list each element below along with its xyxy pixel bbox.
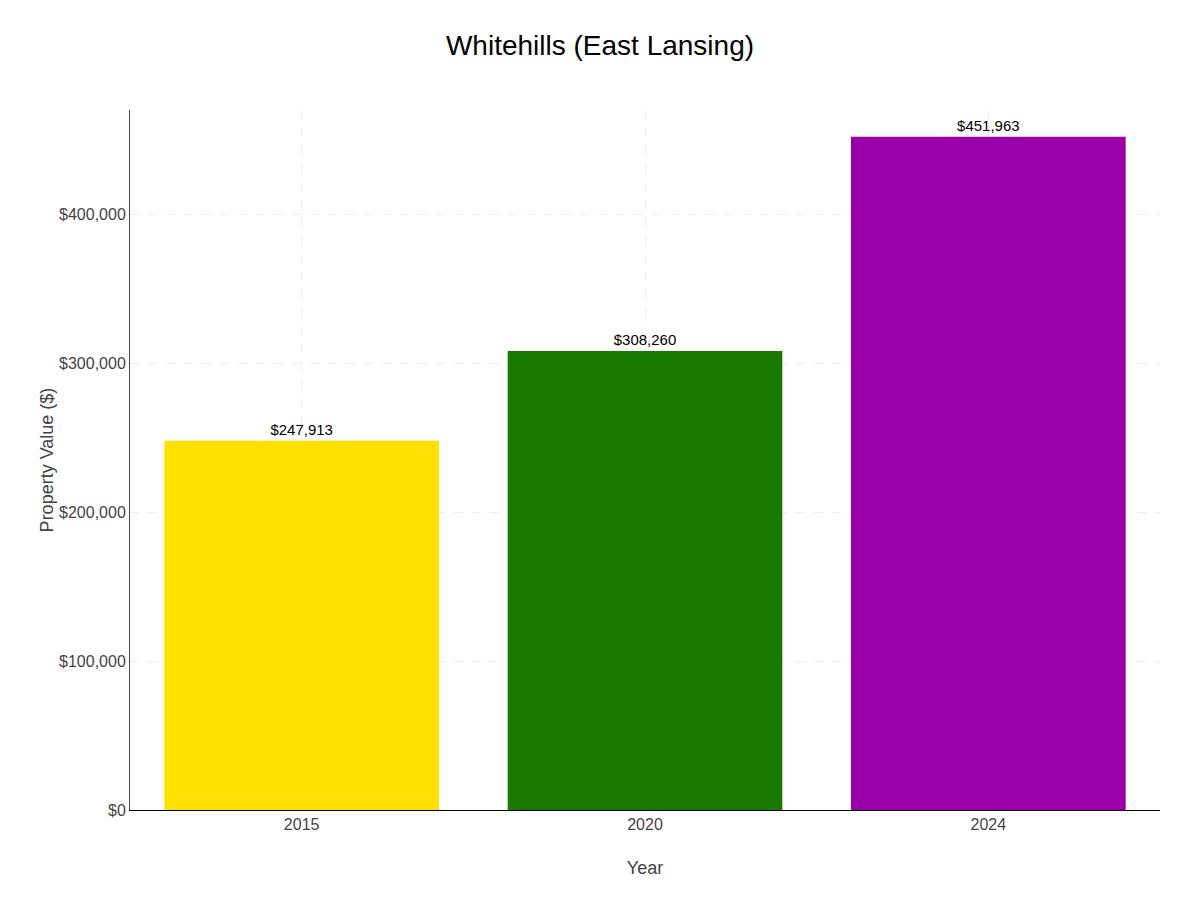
- svg-text:2020: 2020: [627, 816, 663, 833]
- svg-text:$100,000: $100,000: [59, 653, 126, 670]
- svg-text:$451,963: $451,963: [957, 117, 1020, 134]
- svg-text:2024: 2024: [971, 816, 1007, 833]
- svg-text:Whitehills (East Lansing): Whitehills (East Lansing): [446, 30, 754, 61]
- svg-text:$247,913: $247,913: [270, 421, 333, 438]
- svg-text:Property Value ($): Property Value ($): [37, 388, 57, 533]
- svg-text:$0: $0: [108, 802, 126, 819]
- svg-text:$400,000: $400,000: [59, 206, 126, 223]
- svg-text:Year: Year: [627, 858, 663, 878]
- svg-text:$308,260: $308,260: [614, 331, 677, 348]
- svg-text:$300,000: $300,000: [59, 355, 126, 372]
- svg-text:2015: 2015: [284, 816, 320, 833]
- svg-text:$200,000: $200,000: [59, 504, 126, 521]
